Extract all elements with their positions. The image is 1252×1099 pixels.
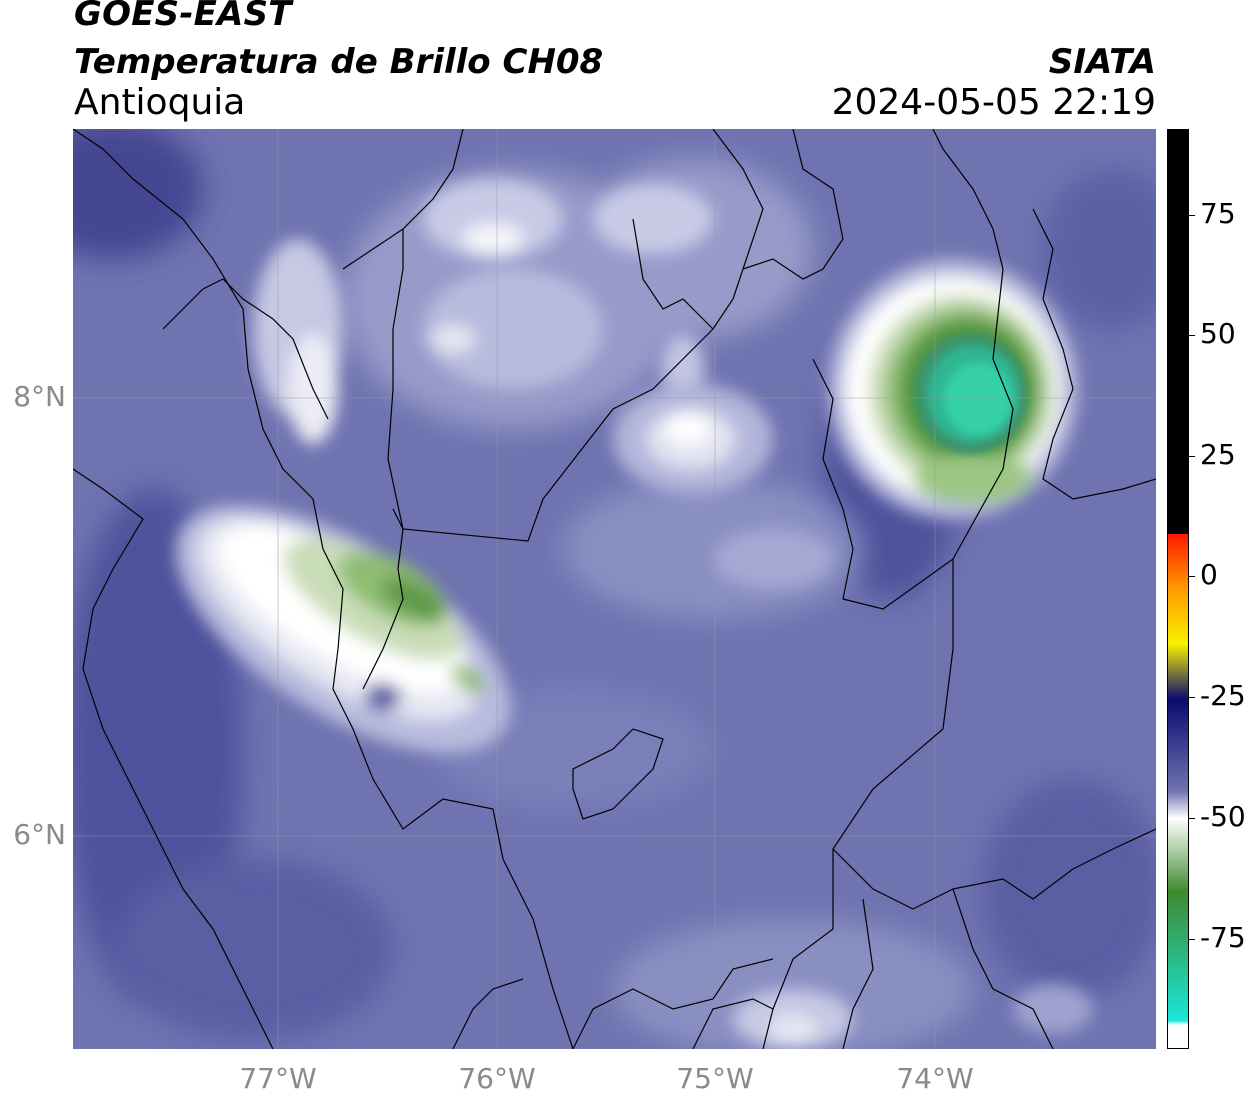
colorbar-label-0: 0 (1200, 558, 1218, 591)
brightness-temperature-map (73, 129, 1156, 1049)
central-cloud-cluster (613, 384, 833, 589)
datetime-label: 2024-05-05 22:19 (831, 82, 1156, 123)
lon-label-74w: 74°W (896, 1062, 974, 1095)
colorbar-label-minus-75: -75 (1200, 921, 1246, 954)
lat-label-8n: 8°N (13, 380, 66, 413)
lon-label-75w: 75°W (676, 1062, 754, 1095)
colorbar-tick-minus-50 (1189, 818, 1195, 819)
colorbar-label-75: 75 (1200, 197, 1236, 230)
northeast-convective-cell (828, 259, 1078, 519)
western-cloud-band (175, 505, 511, 753)
graticule (73, 129, 1156, 1049)
lon-label-77w: 77°W (239, 1062, 317, 1095)
colorbar-tick-minus-75 (1189, 939, 1195, 940)
organization-label: SIATA (1048, 42, 1156, 82)
satellite-title: GOES-EAST (74, 0, 292, 34)
colorbar-tick-0 (1189, 576, 1195, 577)
lon-label-76w: 76°W (458, 1062, 536, 1095)
cold-free-regions (73, 129, 1156, 1039)
colorbar-label-minus-50: -50 (1200, 800, 1246, 833)
colorbar-label-50: 50 (1200, 317, 1236, 350)
colorbar-label-25: 25 (1200, 438, 1236, 471)
region-subtitle: Antioquia (74, 82, 246, 123)
colorbar-tick-minus-25 (1189, 697, 1195, 698)
temperature-colorbar (1167, 129, 1189, 1049)
boundaries (73, 129, 1156, 1049)
lat-label-6n: 6°N (13, 818, 66, 851)
colorbar-tick-25 (1189, 456, 1195, 457)
colorbar-tick-50 (1189, 335, 1195, 336)
colorbar-label-minus-25: -25 (1200, 679, 1246, 712)
colorbar-tick-75 (1189, 215, 1195, 216)
product-title: Temperatura de Brillo CH08 (74, 42, 604, 82)
